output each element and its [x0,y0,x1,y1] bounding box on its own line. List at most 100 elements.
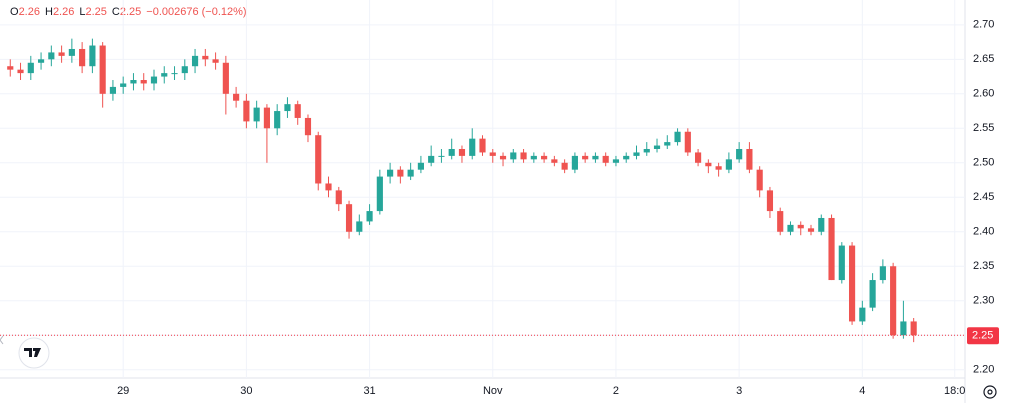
x-tick-label: 31 [363,385,375,397]
candle-body [797,224,804,229]
candle-body [582,155,589,160]
y-tick-label: 2.35 [973,260,994,272]
candle-body [387,169,394,177]
candle-body [592,155,599,160]
candle-body [17,69,24,74]
y-tick-label: 2.50 [973,157,994,169]
candle-body [37,59,45,63]
candle-body [68,48,75,56]
candle-body [499,155,507,160]
candle-body [684,131,691,153]
candle-body [212,59,219,63]
candle-body [202,55,209,60]
candle-body [869,280,876,308]
candle-body [48,52,55,60]
y-tick-label: 2.65 [973,53,994,65]
candle-body [695,152,702,163]
candle-body [879,266,886,281]
candle-body [253,107,260,122]
ohlc-change: −0.002676 (−0.12%) [146,6,246,18]
candle-body [551,159,558,163]
candle-body [469,138,476,156]
candle-body [777,211,784,232]
candle-body [109,86,117,94]
candle-body [274,111,281,129]
candle-body [612,159,620,163]
candle-body [520,152,527,160]
x-tick-label: 2 [613,385,619,397]
y-tick-label: 2.55 [973,122,994,134]
ohlc-label: H [45,6,53,18]
candle-body [397,169,404,177]
candle-body [910,321,917,336]
candle-body [294,104,301,118]
candle-body [623,155,630,160]
candle-body [27,62,34,74]
candle-body [890,266,897,336]
ohlc-value: 2.25 [120,6,141,18]
candle-body [602,155,609,163]
y-tick-label: 2.60 [973,88,994,100]
candle-body [715,166,722,170]
ohlc-value: 2.26 [53,6,74,18]
x-tick-label: 4 [859,385,865,397]
candle-body [99,45,106,94]
last-price-label: 2.25 [972,330,993,342]
x-tick-label: 3 [736,385,742,397]
candle-body [171,73,178,75]
candle-body [643,148,650,153]
ohlc-label: O [10,6,19,18]
candle-body [428,155,435,163]
candle-body [705,162,712,167]
candle-body [304,117,312,136]
candle-body [7,66,14,70]
y-tick-label: 2.20 [973,364,994,376]
candle-body [633,152,640,156]
candle-body [325,183,332,191]
candle-body [376,176,383,212]
candle-body [243,100,250,122]
candle-body [756,169,763,191]
candle-body [807,228,815,232]
candle-body [150,76,158,84]
candle-body [828,217,835,281]
candle-body [746,148,753,170]
tradingview-logo [18,337,50,369]
candle-body [161,73,168,77]
y-tick-label: 2.30 [973,295,994,307]
candle-body [366,211,373,222]
candle-body [859,307,866,322]
ohlc-label: L [79,6,85,18]
candle-body [725,159,732,170]
candle-body [79,48,86,67]
candle-body [356,221,363,232]
y-tick-label: 2.40 [973,226,994,238]
candle-body [818,217,825,232]
candle-body [58,52,65,56]
x-tick-label: Nov [483,385,503,397]
candle-body [181,66,188,74]
candle-body [541,155,548,160]
candle-body [489,152,496,156]
candle-body [130,80,137,84]
candle-body [140,80,147,84]
candle-body [191,55,199,67]
candle-body [448,148,455,156]
candle-body [89,45,96,67]
candle-body [571,155,578,170]
candle-body [407,169,414,177]
candle-body [222,62,229,94]
candle-body [838,245,845,281]
candle-body [263,107,270,129]
candle-body [479,138,486,153]
ohlc-value: 2.26 [19,6,40,18]
candle-body [335,190,342,205]
candle-body [900,321,907,336]
settings-button[interactable] [983,385,997,399]
x-tick-label: 29 [117,385,129,397]
scroll-handle[interactable] [0,335,4,345]
y-tick-label: 2.70 [973,19,994,31]
candle-body [120,83,127,87]
